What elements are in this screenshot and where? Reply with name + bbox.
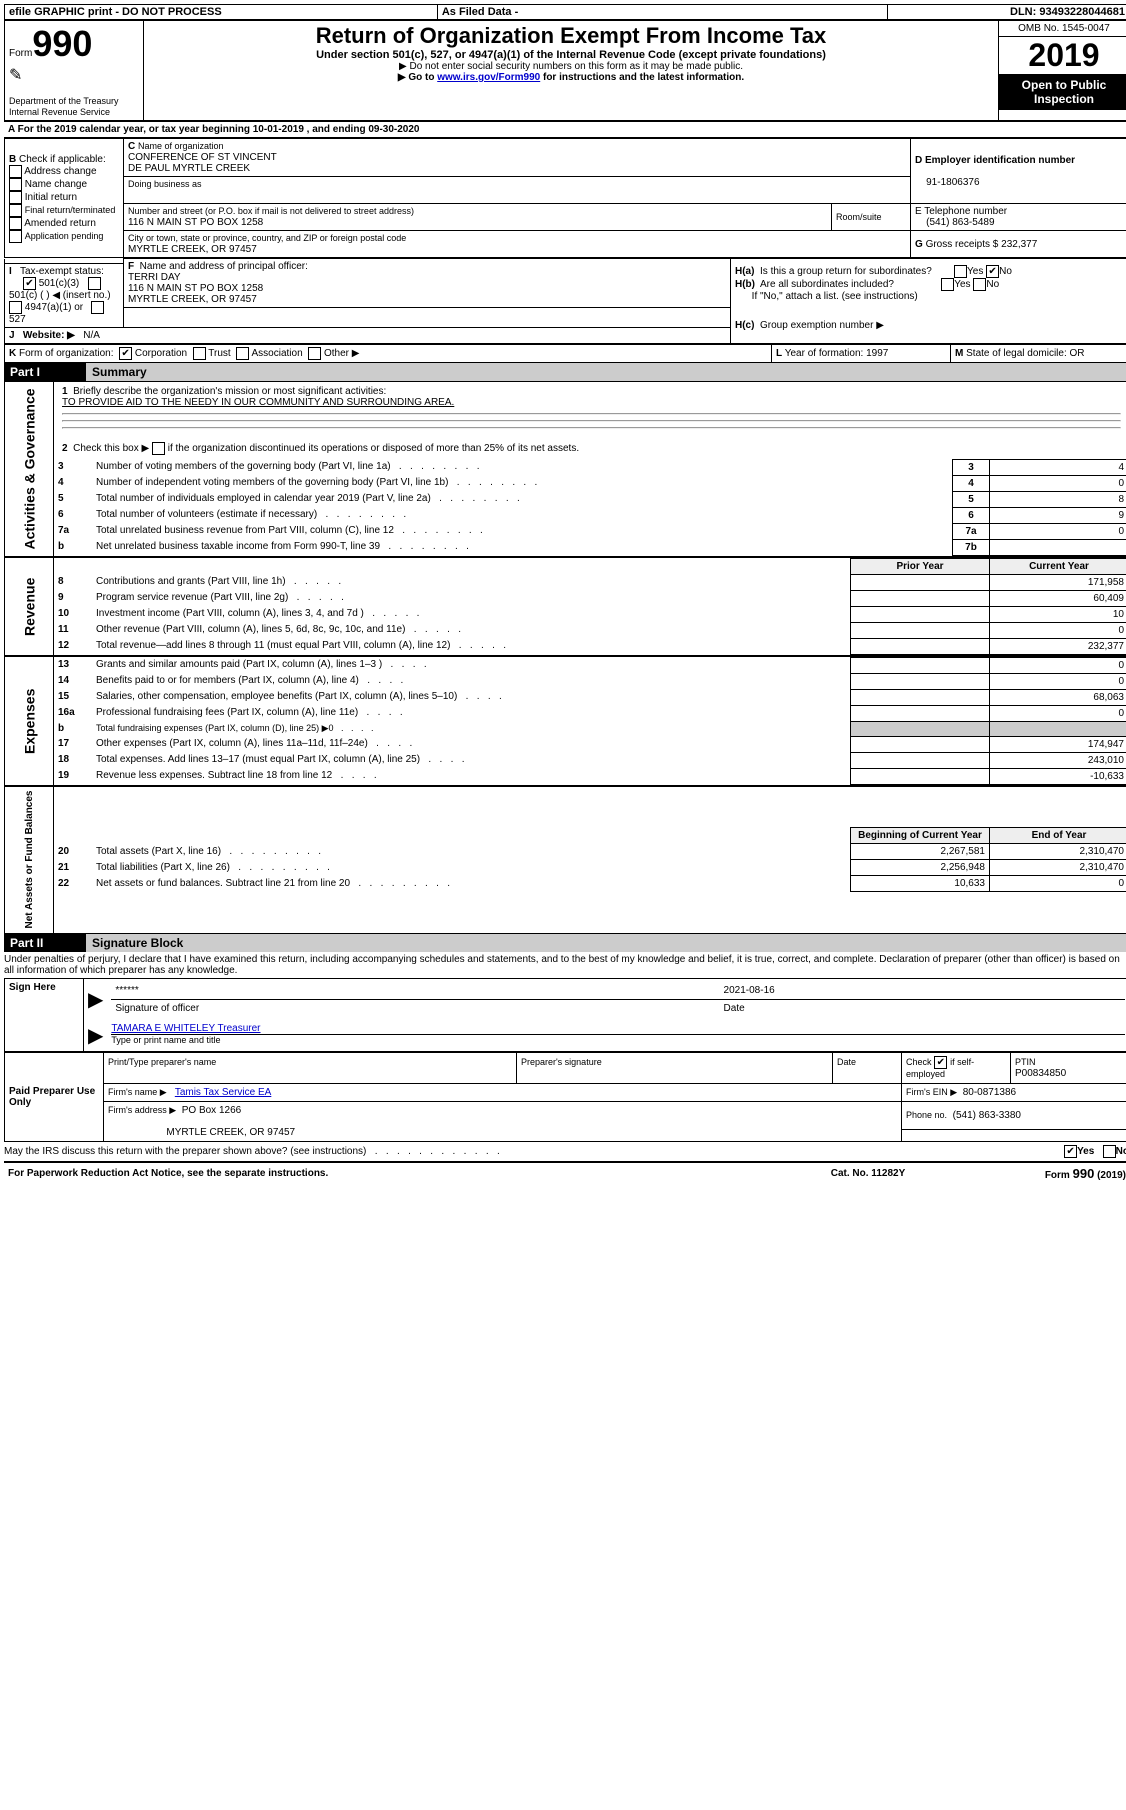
- section-city: City or town, state or province, country…: [124, 231, 911, 258]
- checkbox-ha-yes[interactable]: [954, 265, 967, 278]
- part2-title: Signature Block: [86, 934, 1126, 952]
- checkbox-final-return[interactable]: [9, 204, 22, 217]
- part2-label: Part II: [4, 934, 86, 952]
- section-b-checkboxes: B Check if applicable: Address change Na…: [5, 139, 124, 258]
- form-subtitle: Under section 501(c), 527, or 4947(a)(1)…: [148, 49, 994, 61]
- form-title: Return of Organization Exempt From Incom…: [148, 23, 994, 49]
- paperwork-notice: For Paperwork Reduction Act Notice, see …: [4, 1162, 764, 1184]
- print-name-cell: Print/Type preparer's name: [104, 1052, 517, 1083]
- row-m-domicile: M State of legal domicile: OR: [951, 344, 1126, 362]
- footer-row: For Paperwork Reduction Act Notice, see …: [4, 1161, 1126, 1184]
- row-i-tax-exempt: I Tax-exempt status: 501(c)(3) 501(c) ( …: [5, 263, 124, 327]
- part2-header: Part II Signature Block: [4, 934, 1126, 952]
- vert-expenses: Expenses: [5, 656, 54, 786]
- paid-preparer-table: Paid Preparer Use Only Print/Type prepar…: [4, 1052, 1126, 1142]
- paid-preparer-label: Paid Preparer Use Only: [5, 1052, 104, 1141]
- checkbox-address-change[interactable]: [9, 165, 22, 178]
- vert-revenue: Revenue: [5, 557, 54, 656]
- part1-header: Part I Summary: [4, 363, 1126, 381]
- form-footer: Form 990 (2019): [972, 1162, 1126, 1184]
- checkbox-hb-yes[interactable]: [941, 278, 954, 291]
- vert-net-assets: Net Assets or Fund Balances: [5, 786, 54, 934]
- checkbox-501c[interactable]: [88, 277, 101, 290]
- expense-table: 13 Grants and similar amounts paid (Part…: [54, 657, 1126, 785]
- top-bar: efile GRAPHIC print - DO NOT PROCESS As …: [4, 4, 1126, 20]
- ptin-cell: PTIN P00834850: [1011, 1052, 1126, 1083]
- row-klm: K Form of organization: Corporation Trus…: [4, 344, 1126, 363]
- section-f-officer: F Name and address of principal officer:…: [124, 259, 731, 308]
- discuss-row: May the IRS discuss this return with the…: [4, 1142, 1126, 1161]
- checkbox-name-change[interactable]: [9, 178, 22, 191]
- preparer-sig-cell: Preparer's signature: [516, 1052, 832, 1083]
- vert-governance: Activities & Governance: [5, 381, 54, 557]
- firm-phone-cell: Phone no. (541) 863-3380: [902, 1101, 1126, 1130]
- omb-number: OMB No. 1545-0047: [999, 21, 1126, 37]
- section-dba: Doing business as: [124, 177, 911, 204]
- instruction-ssn: ▶ Do not enter social security numbers o…: [148, 61, 994, 72]
- part1-table: Activities & Governance 1 Briefly descri…: [4, 381, 1126, 934]
- governance-rows: 3 Number of voting members of the govern…: [54, 459, 1126, 556]
- section-g-receipts: G Gross receipts $ 232,377: [911, 231, 1126, 258]
- checkbox-501c3[interactable]: [23, 277, 36, 290]
- checkbox-initial-return[interactable]: [9, 191, 22, 204]
- instruction-link: ▶ Go to www.irs.gov/Form990 for instruct…: [148, 72, 994, 83]
- year-cell: OMB No. 1545-0047 2019 Open to Public In…: [999, 21, 1126, 121]
- topbar-dln: DLN: 93493228044681: [887, 5, 1126, 20]
- revenue-table: Prior Year Current Year 8 Contributions …: [54, 558, 1126, 655]
- row-a-tax-year: A For the 2019 calendar year, or tax yea…: [4, 121, 1126, 138]
- row-l-formation: L Year of formation: 1997: [772, 344, 951, 362]
- officer-name-link[interactable]: TAMARA E WHITELEY Treasurer: [111, 1023, 260, 1034]
- section-h: H(a) Is this a group return for subordin…: [731, 259, 1126, 308]
- perjury-statement: Under penalties of perjury, I declare th…: [4, 952, 1126, 978]
- firm-name-link[interactable]: Tamis Tax Service EA: [175, 1087, 272, 1098]
- department-label: Department of the Treasury Internal Reve…: [9, 96, 119, 117]
- checkbox-discontinued[interactable]: [152, 442, 165, 455]
- net-assets-table: Beginning of Current Year End of Year 20…: [54, 827, 1126, 892]
- open-public-badge: Open to Public Inspection: [999, 74, 1126, 110]
- checkbox-discuss-no[interactable]: [1103, 1145, 1116, 1158]
- checkbox-ha-no[interactable]: [986, 265, 999, 278]
- cat-number: Cat. No. 11282Y: [764, 1162, 972, 1184]
- self-employed-cell: Check if self-employed: [902, 1052, 1011, 1083]
- officer-name-cell: TAMARA E WHITELEY Treasurer Type or prin…: [107, 1020, 1126, 1052]
- checkbox-4947[interactable]: [9, 301, 22, 314]
- checkbox-527[interactable]: [91, 301, 104, 314]
- checkbox-trust[interactable]: [193, 347, 206, 360]
- topbar-efile: efile GRAPHIC print - DO NOT PROCESS: [5, 5, 438, 20]
- sign-here-label: Sign Here: [5, 978, 84, 1051]
- row-j-website: J Website: ▶ N/A: [5, 327, 731, 343]
- checkbox-self-employed[interactable]: [934, 1056, 947, 1069]
- checkbox-discuss-yes[interactable]: [1064, 1145, 1077, 1158]
- section-d-ein: D Employer identification number 91-1806…: [911, 139, 1126, 204]
- form-title-cell: Return of Organization Exempt From Incom…: [144, 21, 999, 121]
- sign-here-table: Sign Here ▶ ****** 2021-08-16 Signature …: [4, 978, 1126, 1052]
- firm-ein-cell: Firm's EIN ▶ 80-0871386: [902, 1083, 1126, 1101]
- checkbox-hb-no[interactable]: [973, 278, 986, 291]
- topbar-asfiled: As Filed Data -: [437, 5, 887, 20]
- q1-mission: 1 Briefly describe the organization's mi…: [54, 381, 1126, 438]
- part1-label: Part I: [4, 363, 86, 381]
- tax-year: 2019: [999, 37, 1126, 74]
- preparer-date-cell: Date: [833, 1052, 902, 1083]
- irs-link[interactable]: www.irs.gov/Form990: [437, 72, 540, 83]
- row-k-form-org: K Form of organization: Corporation Trus…: [5, 344, 772, 362]
- section-fh: F Name and address of principal officer:…: [4, 258, 1126, 344]
- checkbox-other[interactable]: [308, 347, 321, 360]
- checkbox-assoc[interactable]: [236, 347, 249, 360]
- section-e-phone: E Telephone number (541) 863-5489: [911, 204, 1126, 231]
- q2-discontinued: 2 Check this box ▶ if the organization d…: [54, 438, 1126, 459]
- firm-name-cell: Firm's name ▶ Tamis Tax Service EA: [104, 1083, 902, 1101]
- section-hc: H(c) Group exemption number ▶: [731, 308, 1126, 344]
- section-street: Number and street (or P.O. box if mail i…: [124, 204, 911, 231]
- section-bcdeg: B Check if applicable: Address change Na…: [4, 138, 1126, 258]
- checkbox-application-pending[interactable]: [9, 230, 22, 243]
- checkbox-corp[interactable]: [119, 347, 132, 360]
- part1-title: Summary: [86, 363, 1126, 381]
- form-number-cell: Form990 ✎ Department of the Treasury Int…: [5, 21, 144, 121]
- section-c-name: C Name of organization CONFERENCE OF ST …: [124, 139, 911, 177]
- form-header: Form990 ✎ Department of the Treasury Int…: [4, 20, 1126, 121]
- signature-cell: ****** 2021-08-16 Signature of officer D…: [107, 978, 1126, 1020]
- firm-address-cell: Firm's address ▶ PO Box 1266 MYRTLE CREE…: [104, 1101, 902, 1141]
- checkbox-amended-return[interactable]: [9, 217, 22, 230]
